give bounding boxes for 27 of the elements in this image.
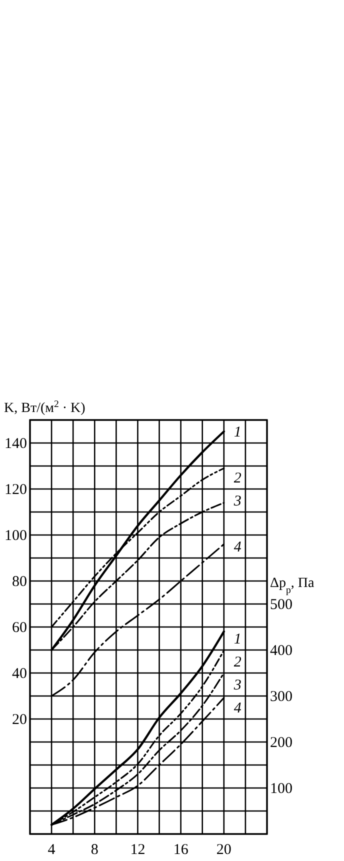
y2-tick-label: 100 xyxy=(270,781,292,797)
y-tick-label: 120 xyxy=(4,482,27,498)
y-tick-label: 60 xyxy=(12,620,27,636)
series-label: 1 xyxy=(234,632,242,648)
y2-tick-label: 200 xyxy=(270,735,292,751)
series-label: 4 xyxy=(234,540,242,556)
series-label: 2 xyxy=(234,470,242,486)
y-tick-label: 140 xyxy=(4,436,27,452)
x-tick-label: 12 xyxy=(130,842,146,858)
y2-tick-label: 400 xyxy=(270,643,292,659)
series-label: 3 xyxy=(232,678,242,694)
series-label: 4 xyxy=(234,700,242,716)
series-label: 1 xyxy=(234,424,242,440)
y2-tick-label: 500 xyxy=(270,597,292,613)
y-tick-label: 80 xyxy=(12,574,27,590)
x-tick-label: 20 xyxy=(216,842,232,858)
x-tick-label: 16 xyxy=(173,842,189,858)
y-tick-label: 100 xyxy=(4,528,27,544)
y-tick-label: 20 xyxy=(12,712,27,728)
y2-axis-title: Δp$_{р}$, Па xyxy=(270,576,316,596)
y2-tick-label: 300 xyxy=(270,689,292,705)
y-axis-title: K, Вт/(м$^{2}$ · K) xyxy=(4,398,86,416)
y-tick-label: 40 xyxy=(12,666,27,682)
x-tick-label: 8 xyxy=(90,842,98,858)
series-label: 2 xyxy=(234,654,242,670)
series-label: 3 xyxy=(232,494,242,510)
x-tick-label: 4 xyxy=(48,842,56,858)
